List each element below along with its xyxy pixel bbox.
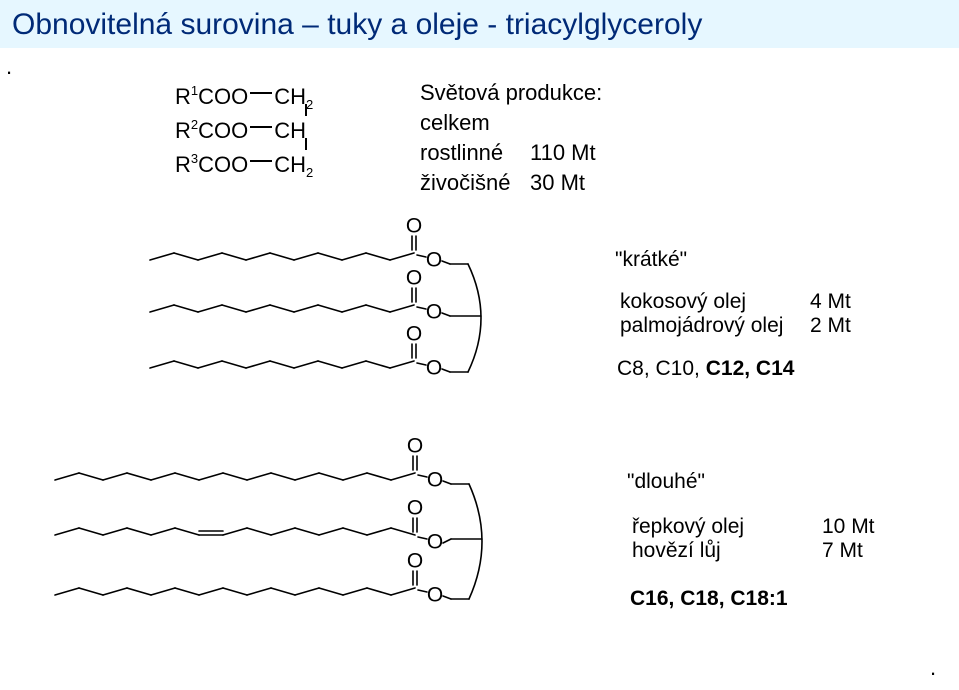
svg-text:O: O (407, 435, 423, 458)
svg-text:O: O (406, 267, 422, 290)
svg-text:O: O (426, 301, 442, 324)
svg-text:O: O (407, 497, 423, 520)
svg-text:O: O (427, 584, 443, 607)
chemistry-diagram: OOOOOOOOOOOO (0, 0, 959, 690)
svg-text:O: O (427, 469, 443, 492)
svg-text:O: O (426, 249, 442, 272)
svg-text:O: O (407, 550, 423, 573)
svg-text:O: O (406, 323, 422, 346)
svg-text:O: O (406, 215, 422, 238)
svg-text:O: O (426, 357, 442, 380)
svg-text:O: O (427, 531, 443, 554)
